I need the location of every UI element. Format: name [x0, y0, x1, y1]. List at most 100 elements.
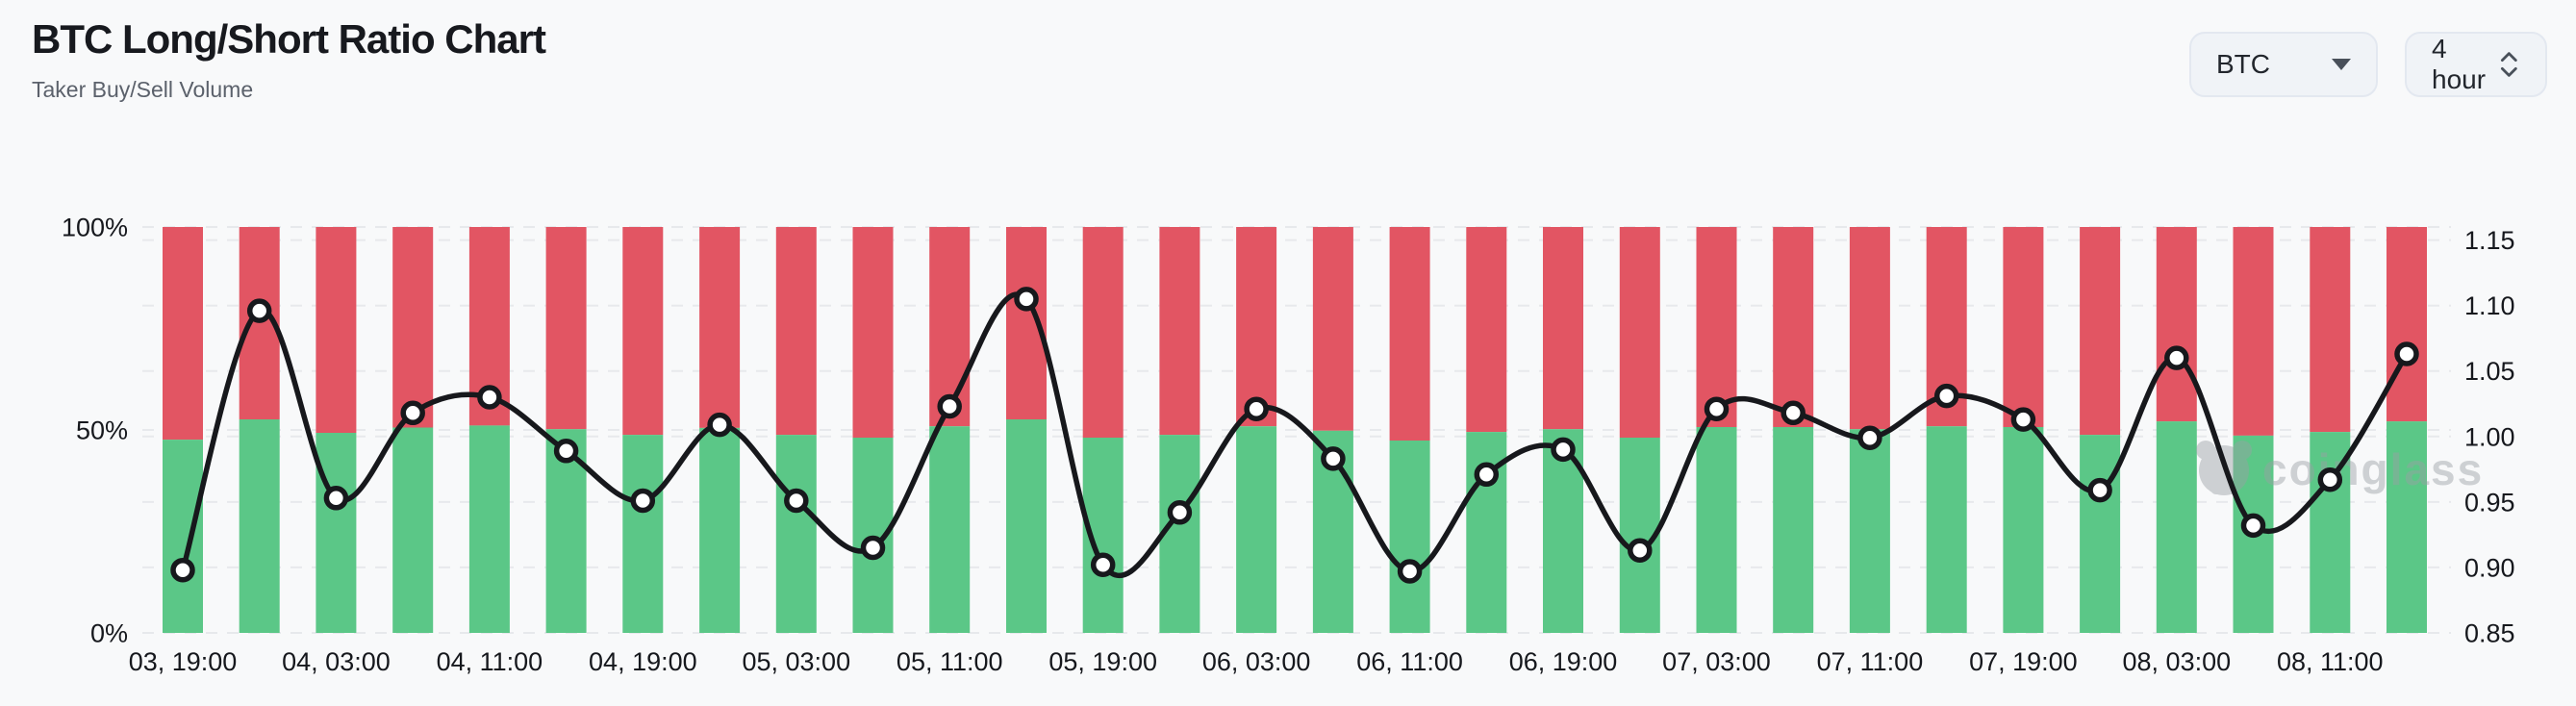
- right-axis-tick: 1.00: [2464, 422, 2515, 451]
- buy-bar[interactable]: [775, 435, 817, 633]
- x-axis-tick: 04, 11:00: [437, 647, 543, 676]
- sell-bar[interactable]: [1696, 227, 1737, 427]
- symbol-select-value: BTC: [2216, 49, 2270, 79]
- ratio-point[interactable]: [1474, 462, 1500, 488]
- ratio-point[interactable]: [323, 486, 349, 511]
- sell-bar[interactable]: [1236, 227, 1277, 427]
- left-axis-tick: 0%: [90, 619, 128, 648]
- ratio-point[interactable]: [2394, 341, 2419, 366]
- sell-bar[interactable]: [1082, 227, 1124, 438]
- ratio-point[interactable]: [1704, 396, 1730, 421]
- sell-bar[interactable]: [1619, 227, 1660, 438]
- x-axis-tick: 07, 19:00: [1969, 647, 2078, 676]
- sell-bar[interactable]: [622, 227, 664, 436]
- buy-bar[interactable]: [239, 419, 280, 633]
- buy-bar[interactable]: [316, 433, 357, 633]
- buy-bar[interactable]: [468, 425, 510, 633]
- sell-bar[interactable]: [1466, 227, 1507, 433]
- sell-bar[interactable]: [929, 227, 971, 427]
- x-axis-tick: 04, 19:00: [589, 647, 697, 676]
- x-axis-tick: 04, 03:00: [282, 647, 391, 676]
- buy-bar[interactable]: [1696, 427, 1737, 633]
- ratio-point[interactable]: [1244, 396, 1269, 421]
- sell-bar[interactable]: [2003, 227, 2044, 427]
- sell-bar[interactable]: [545, 227, 587, 430]
- sell-bar[interactable]: [2310, 227, 2351, 433]
- ratio-point[interactable]: [246, 298, 272, 323]
- buy-bar[interactable]: [1159, 435, 1200, 633]
- buy-bar[interactable]: [163, 440, 203, 633]
- sell-bar[interactable]: [392, 227, 434, 428]
- buy-bar[interactable]: [1389, 441, 1430, 633]
- buy-bar[interactable]: [699, 427, 741, 633]
- ratio-point[interactable]: [2240, 513, 2266, 539]
- buy-bar[interactable]: [1236, 426, 1277, 633]
- ratio-point[interactable]: [170, 557, 195, 583]
- buy-bar[interactable]: [2080, 435, 2121, 633]
- buy-bar[interactable]: [2156, 421, 2197, 633]
- sell-bar[interactable]: [2233, 227, 2274, 436]
- sell-bar[interactable]: [2080, 227, 2121, 436]
- ratio-point[interactable]: [630, 488, 656, 514]
- ratio-point[interactable]: [2164, 345, 2189, 370]
- sell-bar[interactable]: [1773, 227, 1814, 427]
- ratio-point[interactable]: [2087, 477, 2112, 503]
- ratio-point[interactable]: [1167, 500, 1193, 525]
- buy-bar[interactable]: [2003, 427, 2044, 633]
- x-axis-tick: 07, 11:00: [1817, 647, 1924, 676]
- ratio-point[interactable]: [1090, 552, 1116, 577]
- buy-bar[interactable]: [1773, 427, 1814, 633]
- x-axis-tick: 06, 19:00: [1509, 647, 1618, 676]
- ratio-point[interactable]: [860, 535, 886, 561]
- ratio-point[interactable]: [2010, 407, 2036, 432]
- chevron-up-down-icon: [2501, 52, 2518, 77]
- ratio-point[interactable]: [707, 412, 732, 438]
- ratio-point[interactable]: [784, 488, 809, 514]
- buy-bar[interactable]: [1006, 419, 1047, 633]
- ratio-point[interactable]: [1321, 446, 1346, 471]
- right-axis-tick: 1.15: [2464, 226, 2515, 255]
- buy-bar[interactable]: [929, 426, 971, 633]
- caret-down-icon: [2332, 59, 2351, 70]
- ratio-point[interactable]: [1551, 437, 1576, 463]
- buy-bar[interactable]: [1849, 429, 1890, 633]
- sell-bar[interactable]: [1543, 227, 1583, 430]
- right-axis-tick: 1.05: [2464, 357, 2515, 386]
- buy-bar[interactable]: [2387, 421, 2427, 633]
- watermark: coinglass: [2196, 441, 2482, 495]
- left-axis-tick: 100%: [62, 214, 128, 242]
- sell-bar[interactable]: [1849, 227, 1890, 430]
- sell-bar[interactable]: [1312, 227, 1353, 431]
- buy-bar[interactable]: [622, 435, 664, 633]
- ratio-point[interactable]: [1014, 287, 1039, 312]
- sell-bar[interactable]: [1159, 227, 1200, 436]
- sell-bar[interactable]: [316, 227, 357, 433]
- sell-bar[interactable]: [2156, 227, 2197, 422]
- sell-bar[interactable]: [1389, 227, 1430, 441]
- ratio-point[interactable]: [400, 400, 425, 426]
- x-axis-tick: 08, 11:00: [2277, 647, 2384, 676]
- buy-bar[interactable]: [1926, 426, 1967, 633]
- ratio-point[interactable]: [1780, 400, 1806, 426]
- right-axis-tick: 0.90: [2464, 553, 2515, 582]
- ratio-point[interactable]: [477, 385, 502, 410]
- interval-select-value: 4 hour: [2432, 34, 2487, 94]
- interval-select[interactable]: 4 hour: [2405, 32, 2547, 97]
- ratio-point[interactable]: [1933, 383, 1959, 409]
- x-axis-tick: 05, 11:00: [897, 647, 1003, 676]
- ratio-point[interactable]: [937, 393, 962, 419]
- ratio-point[interactable]: [553, 439, 579, 464]
- buy-bar[interactable]: [392, 427, 434, 634]
- ratio-point[interactable]: [1628, 538, 1653, 563]
- ratio-point[interactable]: [2317, 466, 2343, 492]
- symbol-select[interactable]: BTC: [2189, 32, 2378, 97]
- ratio-point[interactable]: [1397, 559, 1423, 584]
- sell-bar[interactable]: [775, 227, 817, 436]
- sell-bar[interactable]: [852, 227, 894, 438]
- sell-bar[interactable]: [163, 227, 203, 441]
- ratio-point[interactable]: [1857, 425, 1882, 450]
- x-axis-tick: 06, 11:00: [1356, 647, 1463, 676]
- sell-bar[interactable]: [2387, 227, 2427, 422]
- sell-bar[interactable]: [699, 227, 741, 428]
